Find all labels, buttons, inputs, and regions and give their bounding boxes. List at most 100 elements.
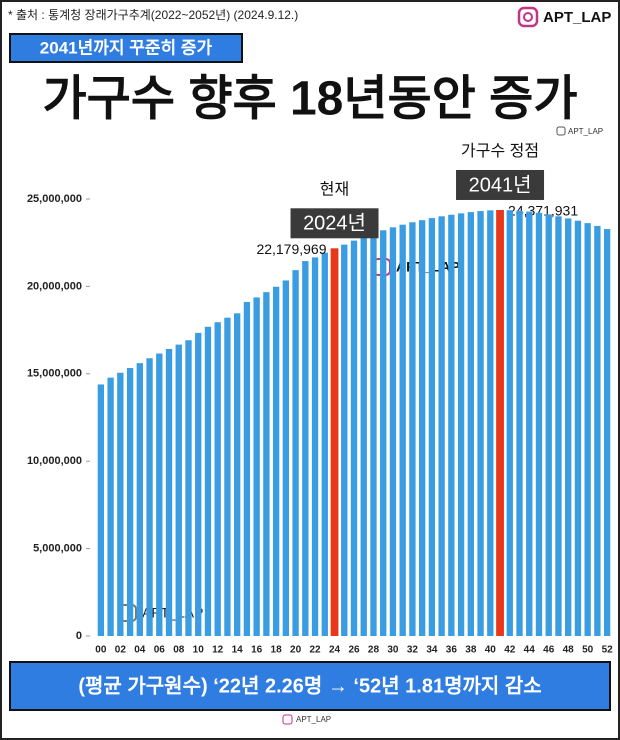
bar <box>389 227 397 636</box>
x-tick-label: 40 <box>485 645 497 656</box>
callout-box <box>290 208 379 239</box>
bar <box>341 244 348 636</box>
bar <box>224 317 231 636</box>
subtitle-badge <box>9 33 243 63</box>
bar <box>516 210 523 636</box>
bar <box>311 257 319 636</box>
x-tick-label: 50 <box>582 645 594 656</box>
bar <box>496 209 504 637</box>
y-tick-label: 20,000,000 <box>27 280 82 292</box>
bar <box>409 222 416 636</box>
bar <box>545 214 552 637</box>
x-tick-label: 24 <box>329 645 341 656</box>
brand: APT_LAP <box>543 9 611 26</box>
bar <box>467 212 474 637</box>
bar <box>584 223 591 636</box>
x-tick-label: 10 <box>193 645 205 656</box>
y-tick-label: 15,000,000 <box>27 368 82 380</box>
bar <box>234 313 241 636</box>
x-tick-label: 46 <box>543 645 555 656</box>
bar <box>302 261 309 636</box>
bar <box>321 252 328 636</box>
value-label: 24,371,931 <box>508 203 578 219</box>
bar <box>204 326 212 636</box>
brand-icon <box>282 714 293 725</box>
bar <box>175 344 182 636</box>
bar <box>594 225 601 637</box>
x-tick-label: 36 <box>446 645 458 656</box>
bar <box>535 212 543 636</box>
bar <box>506 210 513 636</box>
bar <box>282 280 290 636</box>
brand-icon <box>517 6 539 28</box>
callout-title: 가구수 정점 <box>461 142 539 160</box>
bar <box>292 270 299 636</box>
x-tick-label: 06 <box>154 645 166 656</box>
bar <box>555 216 562 636</box>
x-tick-label: 08 <box>173 645 185 656</box>
bar <box>156 353 163 636</box>
x-tick-label: 00 <box>95 645 107 656</box>
y-tick-label: 10,000,000 <box>27 455 82 467</box>
bar <box>165 348 173 636</box>
bar <box>360 236 367 636</box>
x-tick-label: 02 <box>115 645 127 656</box>
x-tick-label: 14 <box>232 645 244 656</box>
subtitle: 2041년까지 꾸준히 증가 <box>40 38 213 57</box>
bar <box>243 301 251 636</box>
bar <box>487 210 494 636</box>
bar <box>107 377 114 636</box>
bar <box>574 220 582 636</box>
bar <box>477 211 484 636</box>
brand-icon <box>523 12 533 22</box>
x-tick-label: 34 <box>426 645 438 656</box>
callout-title: 현재 <box>320 181 349 199</box>
x-tick-label: 32 <box>407 645 419 656</box>
x-tick-label: 12 <box>212 645 224 656</box>
bar <box>418 220 426 636</box>
bar <box>126 368 134 636</box>
x-tick-label: 52 <box>602 645 614 656</box>
bar <box>370 233 377 636</box>
x-tick-label: 44 <box>524 645 536 656</box>
bar <box>185 340 192 636</box>
brand: APT_LAP <box>296 715 331 724</box>
x-tick-label: 22 <box>309 645 321 656</box>
value-label: 22,179,969 <box>256 241 326 257</box>
x-tick-label: 04 <box>134 645 146 656</box>
bar <box>399 224 406 636</box>
source: * 출처 : 통계청 장래가구추계(2022~2052년) (2024.9.12… <box>8 8 298 22</box>
x-tick-label: 28 <box>368 645 380 656</box>
x-tick-label: 48 <box>563 645 575 656</box>
bar <box>214 322 221 636</box>
bar <box>526 211 533 636</box>
callout-box <box>456 169 545 200</box>
footer-banner <box>9 661 611 711</box>
x-tick-label: 38 <box>465 645 477 656</box>
bar <box>565 218 572 636</box>
bar <box>146 358 153 636</box>
bar <box>195 332 202 636</box>
chart-title: 가구수 향후 18년동안 증가 <box>43 73 578 126</box>
bar <box>117 372 124 636</box>
x-tick-label: 20 <box>290 645 302 656</box>
brand-icon <box>556 126 566 136</box>
bar <box>380 230 387 637</box>
brand: APT_LAP <box>568 127 603 136</box>
callout-label: 2041년 <box>469 173 532 196</box>
bar <box>253 297 260 636</box>
bar <box>603 229 611 636</box>
bar <box>438 216 445 636</box>
bar <box>330 248 339 637</box>
bar <box>350 240 358 636</box>
x-tick-label: 18 <box>271 645 283 656</box>
bar <box>263 292 270 636</box>
x-tick-label: 16 <box>251 645 263 656</box>
bar <box>272 286 280 636</box>
x-tick-label: 26 <box>348 645 360 656</box>
x-tick-label: 42 <box>504 645 516 656</box>
callout-label: 2024년 <box>303 212 366 235</box>
